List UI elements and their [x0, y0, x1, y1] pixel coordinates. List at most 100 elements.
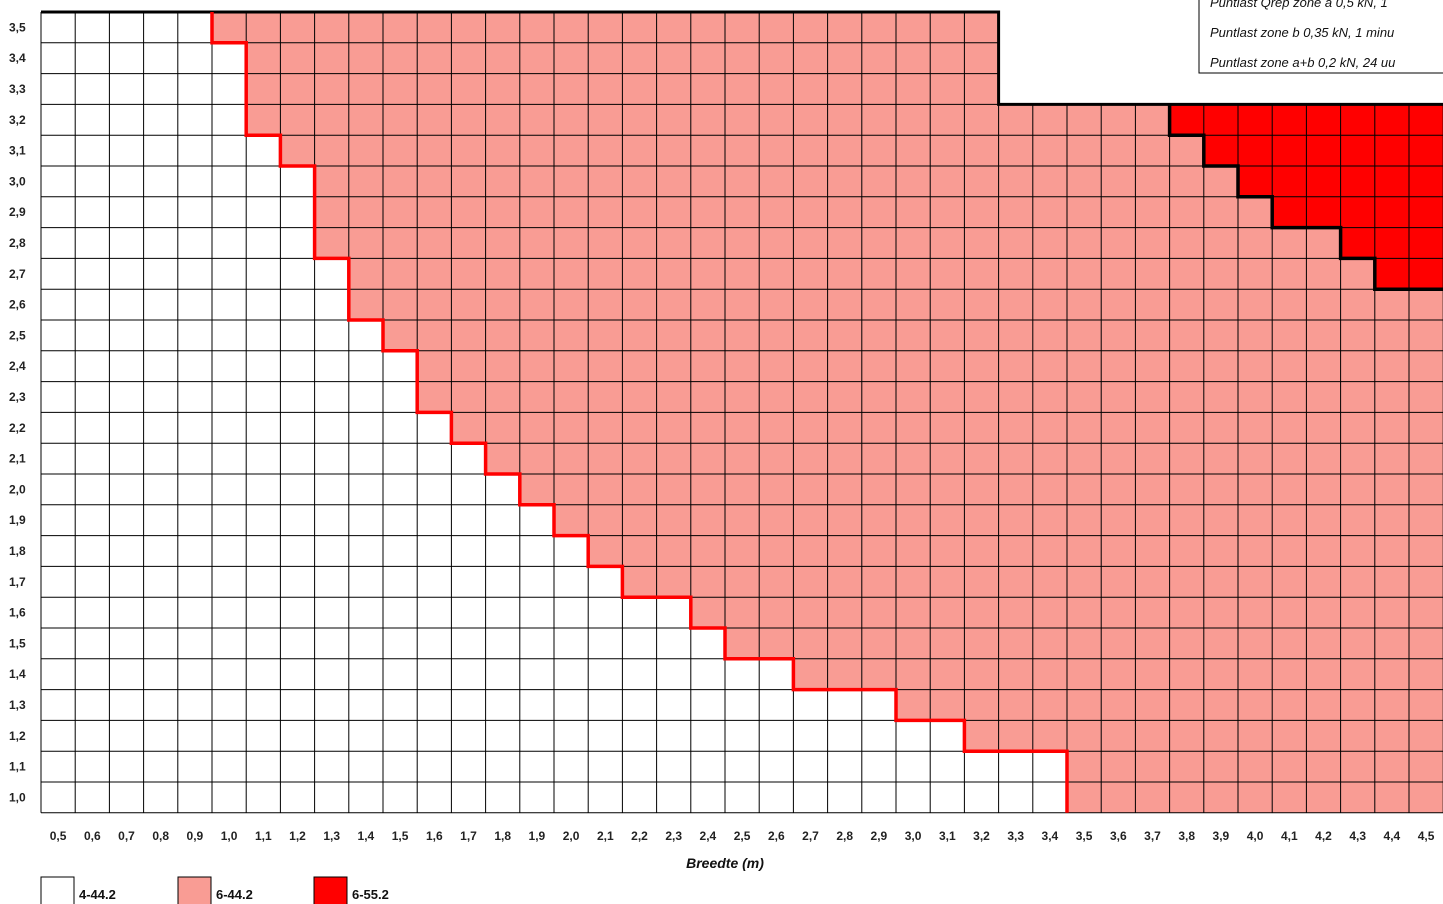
- heatmap-cell: [725, 597, 760, 628]
- heatmap-cell: [417, 412, 452, 444]
- heatmap-cell: [246, 566, 281, 598]
- heatmap-cell: [1032, 42, 1067, 74]
- heatmap-cell: [1135, 504, 1170, 536]
- y-tick-label: 3,3: [9, 82, 26, 96]
- y-tick-label: 3,4: [9, 51, 26, 65]
- heatmap-cell: [793, 320, 828, 351]
- heatmap-cell: [759, 535, 794, 567]
- heatmap-cell: [314, 658, 349, 690]
- heatmap-cell: [861, 350, 896, 382]
- heatmap-cell: [930, 227, 965, 259]
- heatmap-cell: [656, 689, 691, 721]
- heatmap-cell: [1101, 104, 1136, 136]
- heatmap-cell: [656, 782, 691, 813]
- heatmap-cell: [725, 12, 760, 43]
- heatmap-cell: [1409, 104, 1443, 136]
- heatmap-cell: [1340, 504, 1375, 536]
- heatmap-cell: [930, 381, 965, 413]
- heatmap-cell: [75, 782, 110, 813]
- heatmap-cell: [246, 720, 281, 752]
- heatmap-cell: [725, 42, 760, 74]
- heatmap-cell: [1101, 720, 1136, 752]
- heatmap-cell: [827, 658, 862, 690]
- heatmap-cell: [212, 350, 247, 382]
- heatmap-cell: [690, 227, 725, 259]
- heatmap-cell: [1238, 381, 1273, 413]
- heatmap-cell: [519, 381, 554, 413]
- y-tick-label: 1,7: [9, 575, 26, 589]
- heatmap-cell: [1340, 720, 1375, 752]
- heatmap-cell: [1067, 566, 1102, 598]
- heatmap-cell: [588, 443, 623, 474]
- heatmap-cell: [1169, 258, 1204, 290]
- heatmap-cell: [998, 42, 1033, 74]
- heatmap-cell: [519, 166, 554, 197]
- heatmap-cell: [1374, 320, 1409, 351]
- heatmap-cell: [75, 658, 110, 690]
- heatmap-cell: [1169, 42, 1204, 74]
- heatmap-cell: [383, 227, 418, 259]
- heatmap-cell: [656, 166, 691, 197]
- heatmap-cell: [1135, 227, 1170, 259]
- heatmap-cell: [485, 166, 520, 197]
- heatmap-cell: [861, 258, 896, 290]
- heatmap-cell: [656, 227, 691, 259]
- heatmap-cell: [656, 381, 691, 413]
- heatmap-cell: [930, 350, 965, 382]
- heatmap-cell: [348, 12, 383, 43]
- heatmap-cell: [622, 42, 657, 74]
- heatmap-cell: [1238, 474, 1273, 505]
- heatmap-cell: [143, 566, 178, 598]
- heatmap-cell: [1409, 166, 1443, 197]
- heatmap-cell: [827, 258, 862, 290]
- heatmap-cell: [451, 381, 486, 413]
- heatmap-cell: [690, 566, 725, 598]
- heatmap-cell: [1032, 166, 1067, 197]
- heatmap-cell: [759, 196, 794, 228]
- x-tick-label: 1,7: [460, 829, 477, 843]
- heatmap-cell: [1169, 289, 1204, 320]
- heatmap-cell: [793, 12, 828, 43]
- heatmap-cell: [485, 658, 520, 690]
- heatmap-cell: [1374, 289, 1409, 320]
- heatmap-cell: [759, 782, 794, 813]
- heatmap-cell: [41, 135, 76, 166]
- heatmap-cell: [1340, 566, 1375, 598]
- heatmap-cell: [143, 504, 178, 536]
- heatmap-cell: [177, 320, 212, 351]
- heatmap-cell: [1032, 104, 1067, 136]
- heatmap-cell: [1203, 135, 1238, 166]
- heatmap-cell: [41, 166, 76, 197]
- heatmap-cell: [896, 535, 931, 567]
- heatmap-cell: [1238, 73, 1273, 105]
- heatmap-cell: [1203, 689, 1238, 721]
- boundary-line-4-44-to-6-44: [210, 12, 1069, 813]
- heatmap-cell: [75, 597, 110, 628]
- heatmap-cell: [588, 535, 623, 567]
- heatmap-cell: [725, 320, 760, 351]
- heatmap-cell: [246, 73, 281, 105]
- heatmap-cell: [1409, 658, 1443, 690]
- heatmap-cell: [725, 196, 760, 228]
- heatmap-cell: [759, 504, 794, 536]
- heatmap-cell: [1101, 782, 1136, 813]
- heatmap-cell: [1067, 289, 1102, 320]
- heatmap-cell: [451, 135, 486, 166]
- heatmap-cell: [348, 474, 383, 505]
- heatmap-cell: [314, 720, 349, 752]
- heatmap-cell: [177, 73, 212, 105]
- heatmap-cell: [793, 196, 828, 228]
- heatmap-cell: [1032, 289, 1067, 320]
- heatmap-cell: [930, 135, 965, 166]
- heatmap-cell: [1101, 504, 1136, 536]
- heatmap-cell: [964, 135, 999, 166]
- heatmap-cell: [725, 689, 760, 721]
- heatmap-cell: [314, 258, 349, 290]
- heatmap-cell: [280, 443, 315, 474]
- heatmap-cell: [827, 751, 862, 782]
- heatmap-cell: [964, 751, 999, 782]
- heatmap-cell: [1203, 166, 1238, 197]
- heatmap-cell: [1374, 689, 1409, 721]
- x-tick-label: 3,5: [1076, 829, 1093, 843]
- heatmap-cell: [1238, 166, 1273, 197]
